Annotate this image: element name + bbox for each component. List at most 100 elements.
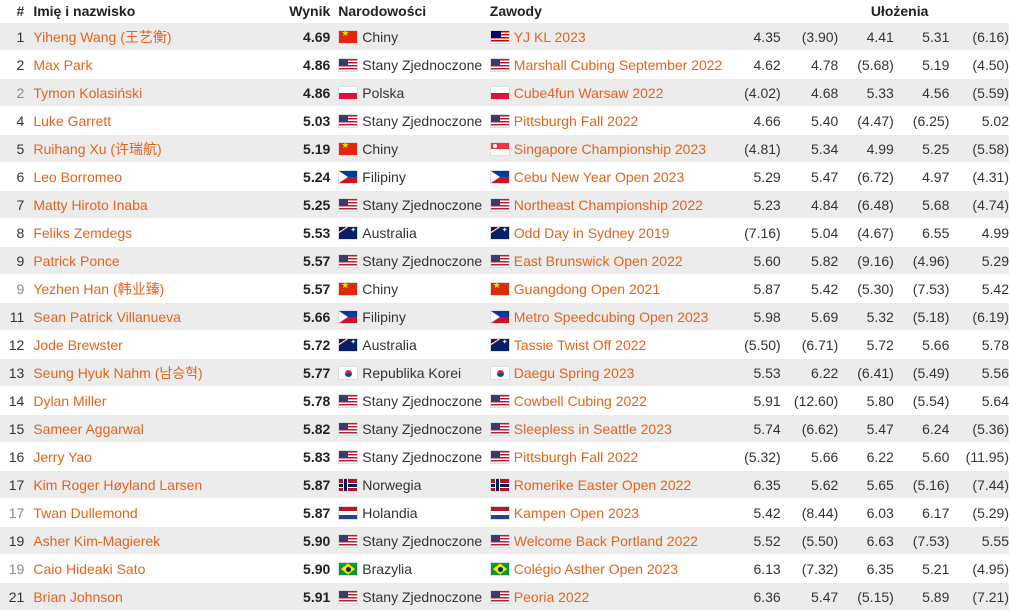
attempt-time: 5.21: [894, 555, 950, 583]
attempt-time: 5.89: [894, 583, 950, 610]
attempt-time: 5.68: [894, 191, 950, 219]
person-name-link[interactable]: Tymon Kolasiński: [33, 85, 142, 101]
person-name-link[interactable]: Sameer Aggarwal: [33, 421, 144, 437]
competition-link[interactable]: Cube4fun Warsaw 2022: [514, 85, 664, 101]
attempt-time: 5.42: [730, 499, 781, 527]
rank-position: 7: [0, 191, 33, 219]
person-name-link[interactable]: Jerry Yao: [33, 449, 92, 465]
competition-link[interactable]: Metro Speedcubing Open 2023: [514, 309, 709, 325]
person-name-link[interactable]: Brian Johnson: [33, 589, 123, 605]
header-position: #: [0, 0, 33, 23]
competition-link[interactable]: Singapore Championship 2023: [514, 141, 706, 157]
person-name-link[interactable]: Patrick Ponce: [33, 253, 119, 269]
person-name-link[interactable]: Seung Hyuk Nahm (남승혁): [33, 365, 202, 381]
competition-link[interactable]: East Brunswick Open 2022: [514, 253, 683, 269]
attempt-time: (4.96): [894, 247, 950, 275]
person-name-link[interactable]: Dylan Miller: [33, 393, 106, 409]
person-name-link[interactable]: Max Park: [33, 57, 92, 73]
person-cell: Feliks Zemdegs: [33, 219, 280, 247]
rank-position: 9: [0, 247, 33, 275]
competition-flag-icon: [490, 198, 510, 212]
nationality-cell: Stany Zjednoczone: [334, 247, 486, 275]
competition-link[interactable]: Cowbell Cubing 2022: [514, 393, 647, 409]
nationality-cell: Stany Zjednoczone: [334, 583, 486, 610]
attempt-time: 5.19: [894, 51, 950, 79]
person-name-link[interactable]: Twan Dullemond: [33, 505, 137, 521]
attempt-time: (5.18): [894, 303, 950, 331]
competition-link[interactable]: Northeast Championship 2022: [514, 197, 703, 213]
person-name-link[interactable]: Yiheng Wang (王艺衡): [33, 29, 171, 45]
competition-link[interactable]: YJ KL 2023: [514, 29, 586, 45]
attempt-time: (4.31): [949, 163, 1009, 191]
competition-cell: Guangdong Open 2021: [486, 275, 730, 303]
person-name-link[interactable]: Feliks Zemdegs: [33, 225, 132, 241]
person-name-link[interactable]: Ruihang Xu (许瑞航): [33, 141, 161, 157]
attempt-time: (5.68): [838, 51, 894, 79]
attempt-time: 5.25: [894, 135, 950, 163]
person-name-link[interactable]: Kim Roger Høyland Larsen: [33, 477, 202, 493]
person-name-link[interactable]: Matty Hiroto Inaba: [33, 197, 147, 213]
attempt-time: 5.60: [894, 443, 950, 471]
person-name-link[interactable]: Luke Garrett: [33, 113, 111, 129]
person-name-link[interactable]: Leo Borromeo: [33, 169, 122, 185]
attempt-time: 5.29: [730, 163, 781, 191]
person-name-link[interactable]: Asher Kim-Magierek: [33, 533, 160, 549]
attempt-time: (7.53): [894, 275, 950, 303]
person-cell: Patrick Ponce: [33, 247, 280, 275]
competition-link[interactable]: Kampen Open 2023: [514, 505, 639, 521]
competition-flag-icon: [490, 506, 510, 520]
attempt-time: (6.62): [781, 415, 839, 443]
nationality-label: Stany Zjednoczone: [362, 57, 482, 73]
competition-link[interactable]: Welcome Back Portland 2022: [514, 533, 698, 549]
person-name-link[interactable]: Sean Patrick Villanueva: [33, 309, 181, 325]
nationality-cell: Chiny: [334, 135, 486, 163]
competition-cell: Cube4fun Warsaw 2022: [486, 79, 730, 107]
attempt-time: 5.42: [781, 275, 839, 303]
result-value: 5.91: [281, 583, 335, 610]
nationality-cell: Stany Zjednoczone: [334, 107, 486, 135]
competition-link[interactable]: Tassie Twist Off 2022: [514, 337, 647, 353]
attempt-time: 4.84: [781, 191, 839, 219]
competition-link[interactable]: Sleepless in Seattle 2023: [514, 421, 672, 437]
attempt-time: (5.50): [781, 527, 839, 555]
nationality-cell: Australia: [334, 331, 486, 359]
competition-cell: Northeast Championship 2022: [486, 191, 730, 219]
attempt-time: (6.48): [838, 191, 894, 219]
competition-link[interactable]: Marshall Cubing September 2022: [514, 57, 723, 73]
competition-link[interactable]: Daegu Spring 2023: [514, 365, 635, 381]
result-value: 5.53: [281, 219, 335, 247]
competition-link[interactable]: Colégio Asther Open 2023: [514, 561, 678, 577]
attempt-time: 5.91: [730, 387, 781, 415]
competition-link[interactable]: Pittsburgh Fall 2022: [514, 113, 639, 129]
attempt-time: (3.90): [781, 23, 839, 51]
attempt-time: (7.53): [894, 527, 950, 555]
competition-link[interactable]: Romerike Easter Open 2022: [514, 477, 691, 493]
person-cell: Jerry Yao: [33, 443, 280, 471]
rank-position: 21: [0, 583, 33, 610]
person-cell: Sean Patrick Villanueva: [33, 303, 280, 331]
person-name-link[interactable]: Jode Brewster: [33, 337, 122, 353]
result-value: 5.83: [281, 443, 335, 471]
person-name-link[interactable]: Caio Hideaki Sato: [33, 561, 145, 577]
competition-link[interactable]: Odd Day in Sydney 2019: [514, 225, 670, 241]
person-name-link[interactable]: Yezhen Han (韩业臻): [33, 281, 164, 297]
nationality-label: Norwegia: [362, 477, 421, 493]
rank-position: 2: [0, 79, 33, 107]
competition-link[interactable]: Peoria 2022: [514, 589, 590, 605]
competition-link[interactable]: Cebu New Year Open 2023: [514, 169, 684, 185]
nationality-label: Australia: [362, 337, 416, 353]
attempt-time: (9.16): [838, 247, 894, 275]
competition-link[interactable]: Pittsburgh Fall 2022: [514, 449, 639, 465]
competition-flag-icon: [490, 310, 510, 324]
rank-position: 15: [0, 415, 33, 443]
competition-link[interactable]: Guangdong Open 2021: [514, 281, 660, 297]
nationality-label: Stany Zjednoczone: [362, 113, 482, 129]
competition-cell: Daegu Spring 2023: [486, 359, 730, 387]
country-flag-icon: [338, 86, 358, 100]
country-flag-icon: [338, 254, 358, 268]
